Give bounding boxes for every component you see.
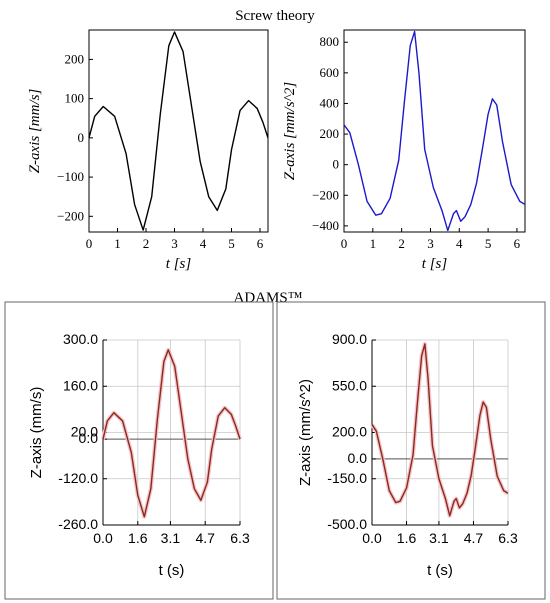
x-tick-label: 6 — [514, 236, 521, 251]
y-tick-label: 900.0 — [332, 331, 367, 347]
adams-right-frame — [276, 301, 546, 600]
x-axis-label: t (s) — [159, 562, 185, 579]
x-axis-label: t [s] — [422, 256, 448, 272]
y-axis-label: Z-axis (mm/s^2) — [297, 379, 314, 486]
x-tick-label: 6.3 — [498, 530, 518, 546]
top-section-title: Screw theory — [235, 8, 315, 24]
series-line-halo — [101, 347, 242, 519]
y-tick-label: −200 — [312, 187, 339, 202]
x-tick-label: 0 — [341, 236, 348, 251]
x-tick-label: 6 — [257, 236, 264, 251]
y-tick-label: 0 — [333, 157, 340, 172]
y-tick-label: -150.0 — [327, 470, 367, 486]
x-tick-label: 4 — [456, 236, 463, 251]
y-tick-label: 300.0 — [63, 331, 98, 347]
screw-velocity-chart: 0 1 2 3 4 5 6 −200 −100 0 100 200 t [s] Z-axis [mm/s] — [27, 29, 269, 272]
x-tick-label: 4.7 — [195, 530, 215, 546]
y-tick-label: 200.0 — [332, 424, 367, 440]
y-tick-label: 0.0 — [348, 450, 368, 466]
x-tick-label: 6.3 — [230, 530, 250, 546]
y-axis-label: Z-axis [mm/s] — [27, 89, 43, 174]
x-tick-label: 3.1 — [429, 530, 449, 546]
x-axis-label: t [s] — [166, 256, 192, 272]
plot-frame — [343, 29, 526, 233]
x-tick-label: 0.0 — [362, 530, 382, 546]
series-line — [102, 349, 241, 518]
y-tick-label: 550.0 — [332, 377, 367, 393]
plot-frame — [88, 29, 269, 233]
x-tick-label: 2 — [143, 236, 150, 251]
y-tick-label: -500.0 — [327, 516, 367, 532]
x-tick-label: 1.6 — [128, 530, 148, 546]
x-tick-label: 5 — [228, 236, 235, 251]
y-tick-label: 200 — [65, 51, 85, 66]
bottom-section-title: ADAMS™ — [234, 290, 303, 306]
series-line-halo — [370, 341, 510, 518]
y-axis-label: Z-axis [mm/s^2] — [282, 82, 298, 181]
series-line — [88, 31, 269, 231]
y-tick-label: 160.0 — [63, 377, 98, 393]
x-tick-label: 1 — [370, 236, 377, 251]
adams-velocity-chart: 0.0 1.6 3.1 4.7 6.3-260.0-120.00.020.0160.03… — [28, 331, 250, 579]
y-tick-label: 400 — [320, 95, 340, 110]
y-tick-label: −100 — [57, 169, 84, 184]
x-tick-label: 3.1 — [161, 530, 181, 546]
adams-left-frame — [4, 301, 274, 600]
screw-acceleration-chart: 0 1 2 3 4 5 6 −400 −200 0 200 400 600 800 t [s] Z-axis … — [282, 29, 526, 272]
y-tick-label: 0.0 — [79, 430, 99, 446]
x-tick-label: 3 — [427, 236, 434, 251]
x-tick-label: 3 — [171, 236, 178, 251]
y-tick-label: 600 — [320, 65, 340, 80]
x-tick-label: 2 — [398, 236, 405, 251]
x-tick-label: 1 — [114, 236, 121, 251]
adams-acceleration-chart: 0.0 1.6 3.1 4.7 6.3 -500.0 -150.0 0.0 200.0 550.0… — [297, 331, 518, 579]
y-tick-label: 200 — [320, 126, 340, 141]
y-tick-label: 100 — [65, 91, 85, 106]
series-line — [371, 343, 509, 517]
y-tick-label: −400 — [312, 218, 339, 233]
y-tick-label: 800 — [320, 34, 340, 49]
series-line — [343, 30, 526, 232]
y-tick-label: -120.0 — [58, 470, 98, 486]
x-tick-label: 4.7 — [464, 530, 484, 546]
y-tick-label: -260.0 — [58, 516, 98, 532]
x-tick-label: 4 — [200, 236, 207, 251]
y-tick-label: 0 — [78, 130, 85, 145]
x-tick-label: 0.0 — [93, 530, 113, 546]
y-tick-label: −200 — [57, 208, 84, 223]
x-axis-label: t (s) — [427, 562, 453, 579]
x-tick-label: 0 — [86, 236, 93, 251]
x-tick-label: 5 — [485, 236, 492, 251]
y-axis-label: Z-axis (mm/s) — [28, 387, 45, 479]
y-tick-label: 20.0 — [71, 424, 98, 440]
x-tick-label: 1.6 — [397, 530, 417, 546]
